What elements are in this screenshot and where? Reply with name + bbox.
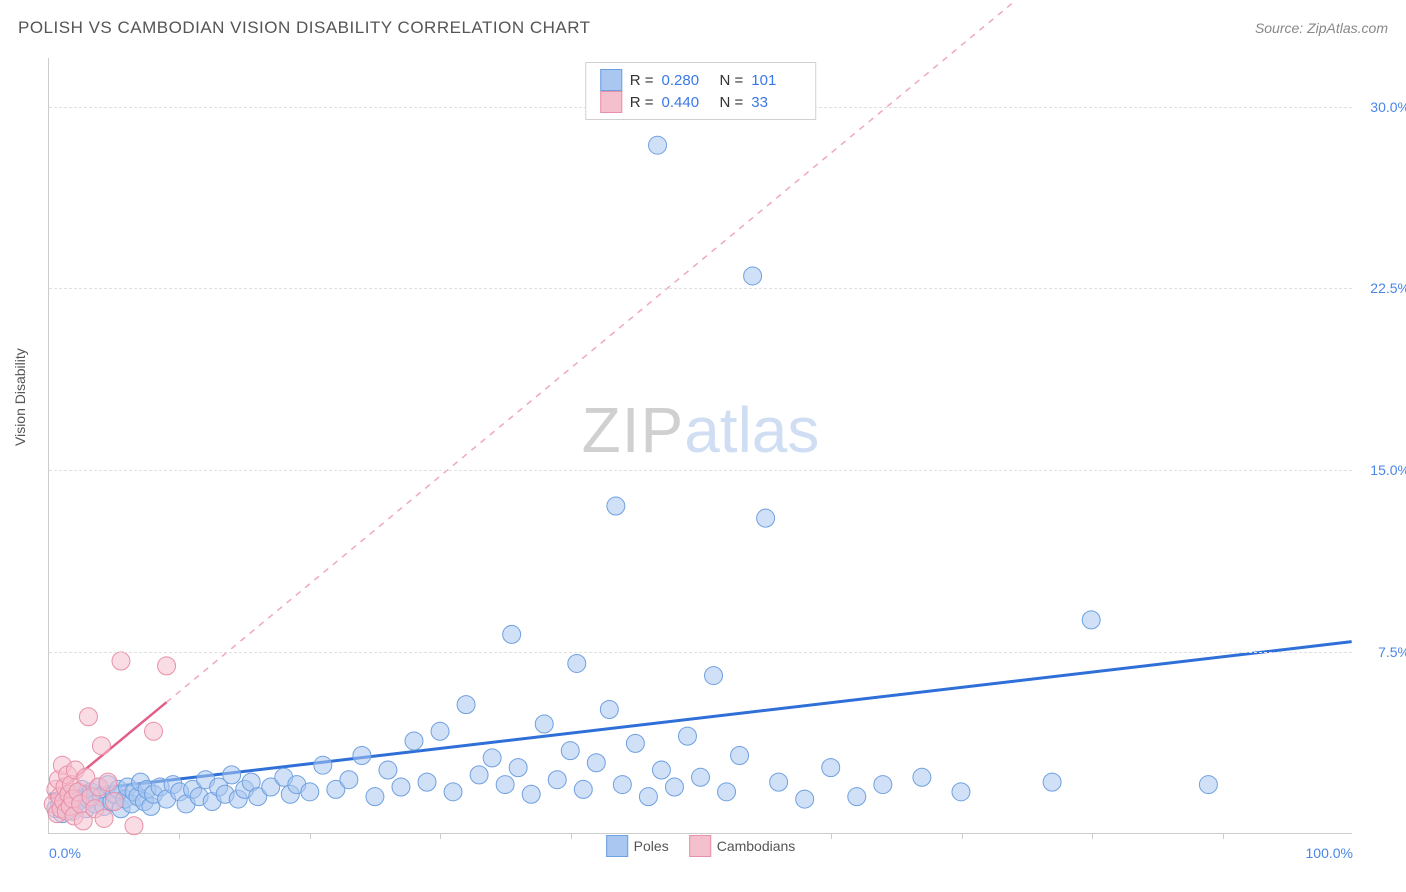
y-tick-label: 7.5% bbox=[1378, 644, 1406, 660]
legend-n-value: 33 bbox=[751, 94, 801, 111]
x-tick bbox=[701, 833, 702, 839]
y-axis-label: Vision Disability bbox=[12, 348, 28, 446]
legend-swatch-cambodians bbox=[689, 835, 711, 857]
x-tick bbox=[962, 833, 963, 839]
legend-item-poles: Poles bbox=[606, 835, 669, 857]
legend-stats: R = 0.280 N = 101 R = 0.440 N = 33 bbox=[585, 62, 817, 120]
chart-source: Source: ZipAtlas.com bbox=[1255, 20, 1388, 36]
legend-r-value: 0.280 bbox=[662, 72, 712, 89]
legend-stats-row: R = 0.280 N = 101 bbox=[600, 69, 802, 91]
x-tick bbox=[1092, 833, 1093, 839]
x-tick bbox=[831, 833, 832, 839]
legend-item-cambodians: Cambodians bbox=[689, 835, 796, 857]
y-tick-label: 15.0% bbox=[1370, 462, 1406, 478]
x-tick bbox=[440, 833, 441, 839]
legend-r-value: 0.440 bbox=[662, 94, 712, 111]
legend-n-label: N = bbox=[720, 72, 744, 89]
legend-label: Cambodians bbox=[717, 838, 796, 854]
legend-stats-row: R = 0.440 N = 33 bbox=[600, 91, 802, 113]
chart-header: POLISH VS CAMBODIAN VISION DISABILITY CO… bbox=[18, 18, 1388, 38]
chart-svg bbox=[49, 58, 1352, 833]
x-tick bbox=[571, 833, 572, 839]
chart-title: POLISH VS CAMBODIAN VISION DISABILITY CO… bbox=[18, 18, 591, 38]
legend-label: Poles bbox=[634, 838, 669, 854]
plot-area: ZIPatlas R = 0.280 N = 101 R = 0.440 N =… bbox=[48, 58, 1352, 834]
x-tick bbox=[310, 833, 311, 839]
y-tick-label: 22.5% bbox=[1370, 280, 1406, 296]
gridline bbox=[49, 652, 1352, 653]
legend-n-value: 101 bbox=[751, 72, 801, 89]
legend-swatch-poles bbox=[606, 835, 628, 857]
legend-r-label: R = bbox=[630, 72, 654, 89]
x-tick bbox=[1223, 833, 1224, 839]
x-tick bbox=[179, 833, 180, 839]
gridline bbox=[49, 470, 1352, 471]
legend-swatch-poles bbox=[600, 69, 622, 91]
x-tick-label: 100.0% bbox=[1306, 845, 1353, 861]
gridline bbox=[49, 288, 1352, 289]
x-tick-label: 0.0% bbox=[49, 845, 81, 861]
legend-r-label: R = bbox=[630, 94, 654, 111]
legend-swatch-cambodians bbox=[600, 91, 622, 113]
legend-n-label: N = bbox=[720, 94, 744, 111]
y-tick-label: 30.0% bbox=[1370, 99, 1406, 115]
